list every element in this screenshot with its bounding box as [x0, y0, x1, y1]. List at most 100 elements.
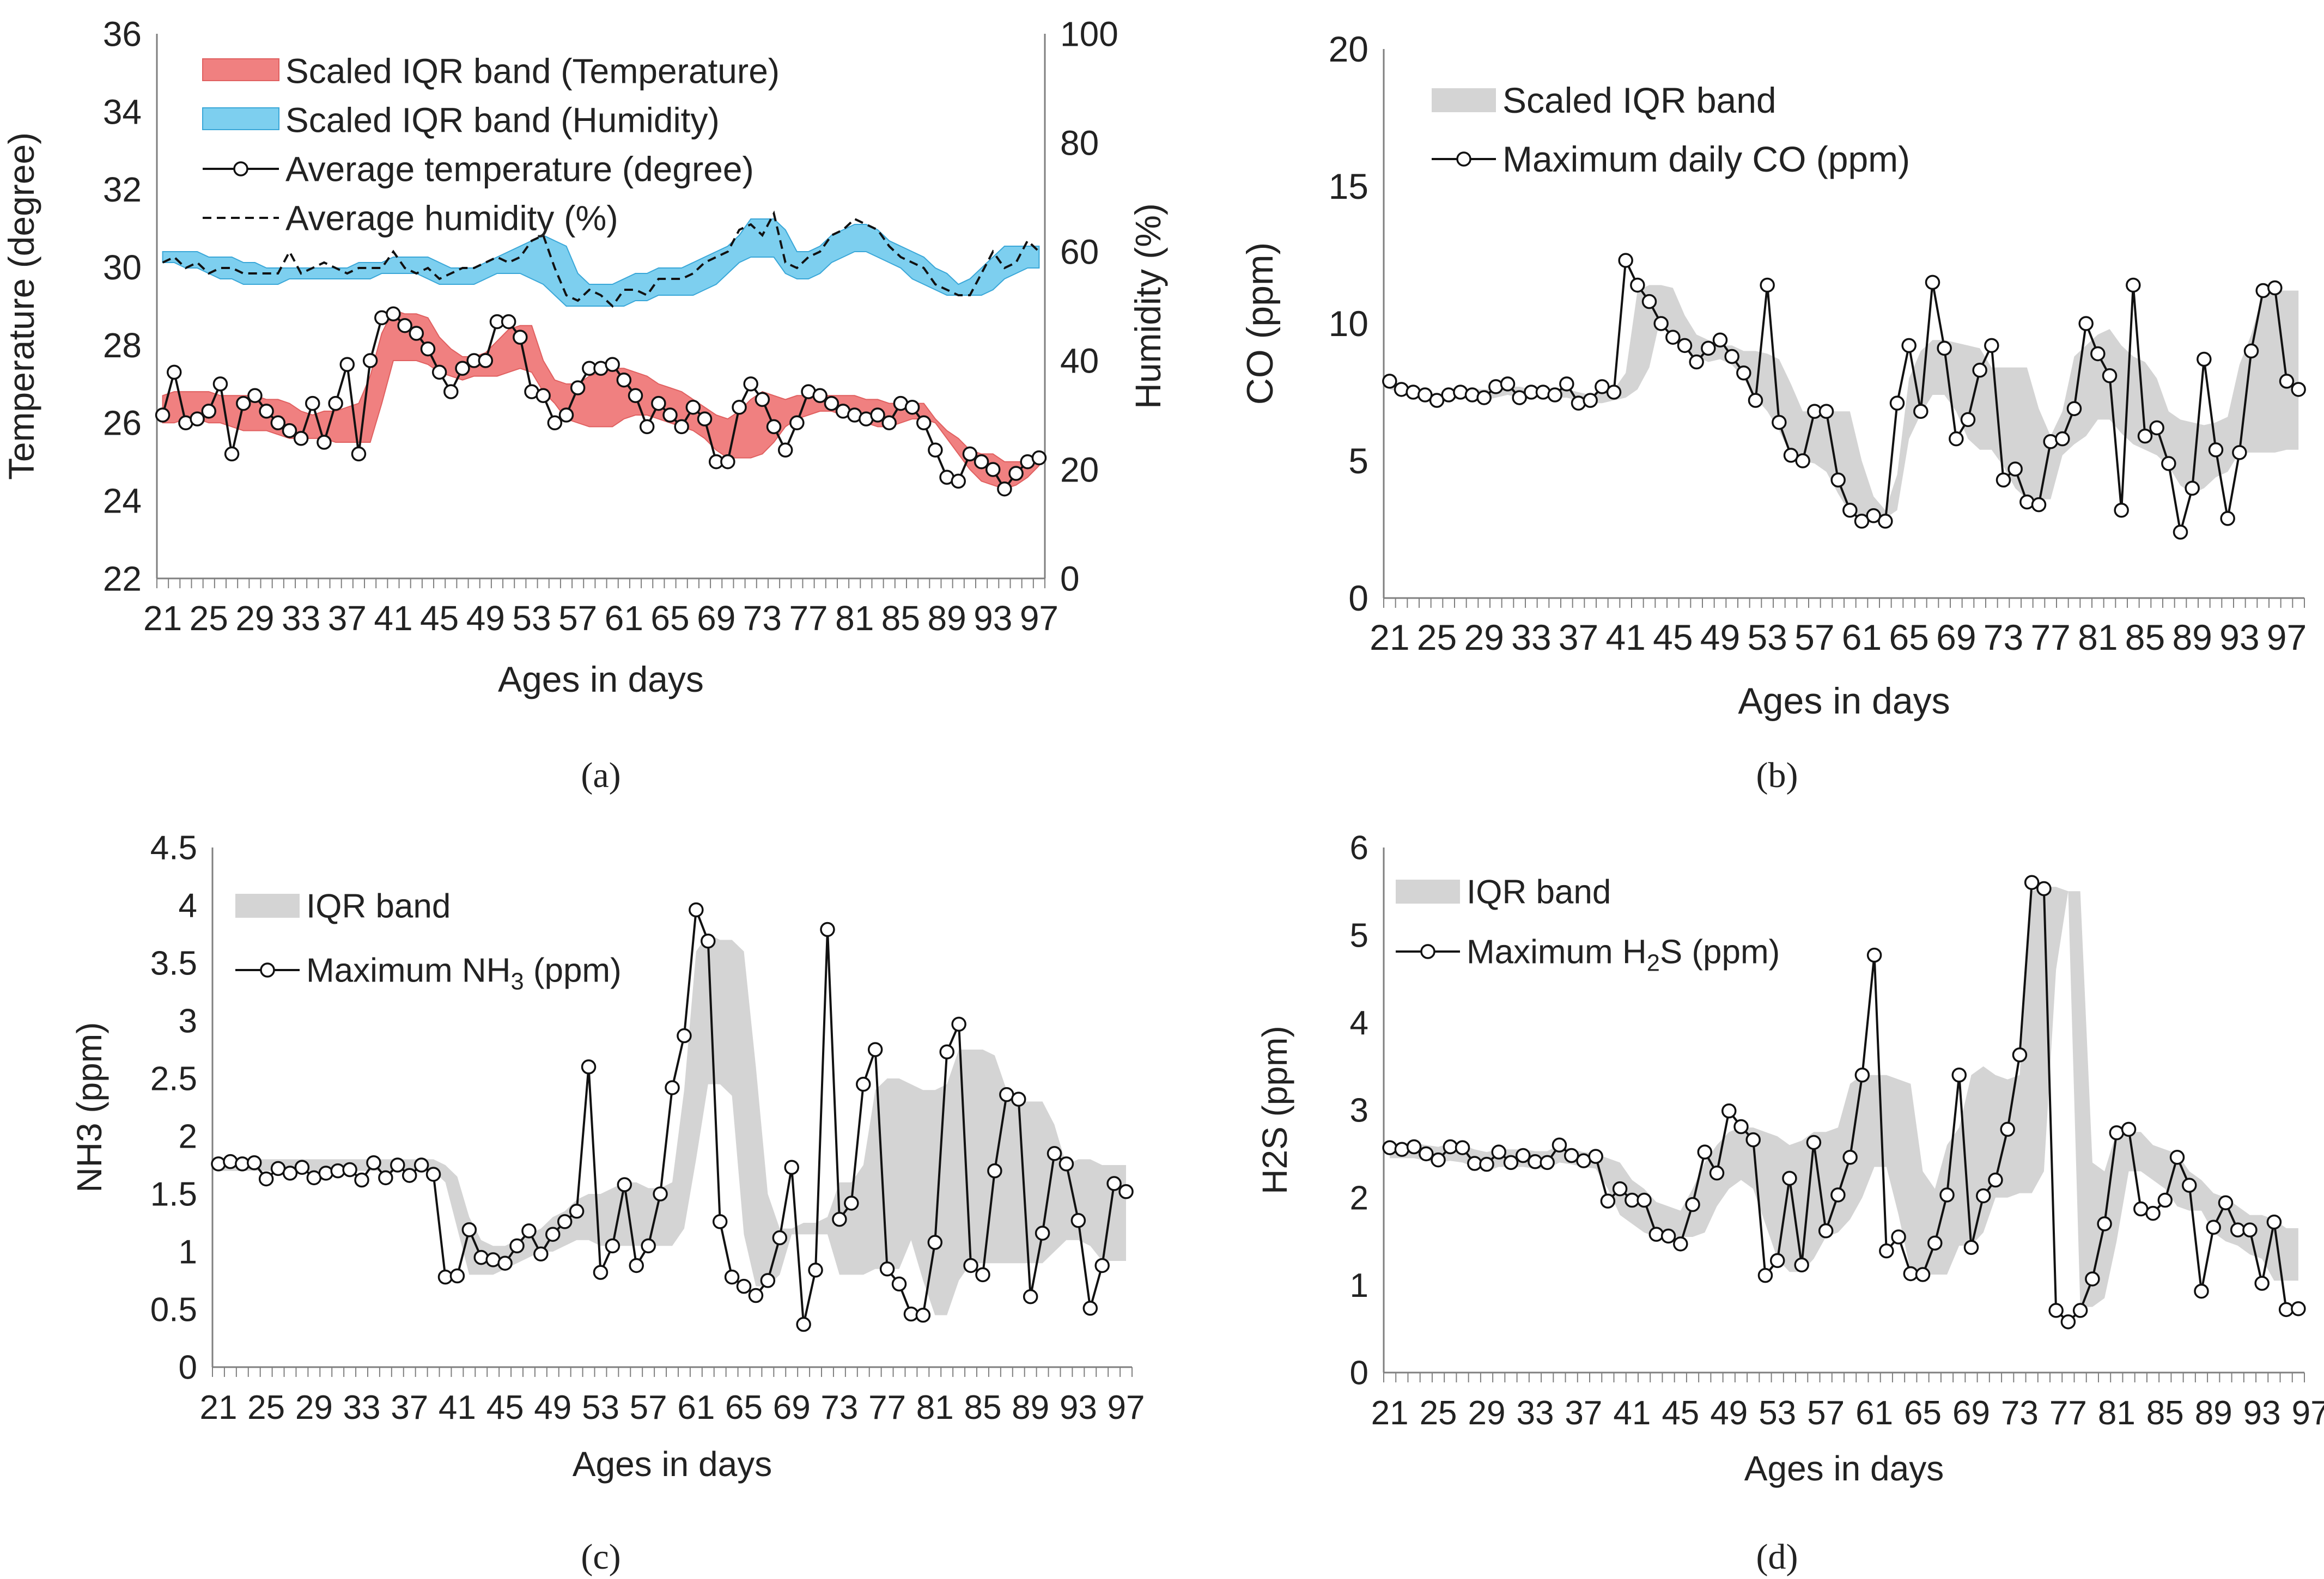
chart-panel-b: 0 5 10 15 20 21 25 29 33 37 41 45 49 53 57 61 65 69 73 77 81…	[1239, 29, 2307, 795]
temperature-point	[985, 462, 1001, 477]
maximum-point	[629, 1258, 644, 1273]
x-tick-label: 89	[2195, 1394, 2232, 1432]
iqr-band	[1389, 285, 2299, 521]
x-tick-label: 49	[466, 599, 505, 638]
legend-swatch-marker	[1456, 151, 1471, 167]
x-tick-label: 65	[725, 1389, 763, 1426]
maximum-point	[1500, 376, 1516, 392]
maximum-point	[1721, 1103, 1737, 1119]
iqr-band	[218, 934, 1126, 1315]
y-tick-label: 0	[179, 1349, 197, 1387]
maximum-point	[1984, 338, 1999, 353]
x-tick-label: 25	[190, 599, 228, 638]
maximum-point	[2197, 351, 2212, 367]
maximum-point	[2109, 1125, 2125, 1141]
maximum-point	[1612, 1181, 1628, 1197]
x-tick-label: 89	[927, 599, 966, 638]
y-tick-label: 30	[103, 248, 142, 287]
x-tick-label: 29	[295, 1389, 333, 1426]
iqr-band	[1390, 887, 2298, 1307]
x-tick-label: 81	[2098, 1394, 2136, 1432]
maximum-point	[449, 1268, 465, 1284]
maximum-point	[2291, 1301, 2306, 1316]
y-axis-title: Temperature (degree)	[1, 132, 41, 480]
maximum-point	[545, 1227, 561, 1242]
x-tick-label: 45	[1653, 617, 1693, 657]
x-tick-label: 65	[1904, 1394, 1942, 1432]
legend-label: Maximum daily CO (ppm)	[1502, 139, 1910, 179]
x-tick-label: 45	[486, 1389, 524, 1426]
maximum-point	[1960, 412, 1976, 428]
maximum-point	[1782, 1170, 1797, 1186]
maximum-point	[1748, 393, 1763, 408]
maximum-point	[1712, 332, 1728, 347]
maximum-point	[2102, 368, 2118, 383]
temperature-point	[443, 384, 459, 399]
maximum-point	[1047, 1146, 1062, 1161]
maximum-point	[1673, 1236, 1688, 1252]
maximum-point	[1901, 338, 1917, 353]
maximum-point	[1552, 1137, 1567, 1153]
x-tick-label: 61	[1855, 1394, 1893, 1432]
maximum-point	[1783, 448, 1799, 463]
maximum-point	[1094, 1258, 1110, 1273]
maximum-point	[1806, 1135, 1822, 1150]
y-tick-label: 5	[1350, 917, 1368, 954]
maximum-point	[1023, 1289, 1038, 1304]
x-axis-title: Ages in days	[1744, 1449, 1944, 1488]
humidity-iqr-band	[162, 218, 1040, 307]
maximum-point	[497, 1255, 513, 1271]
maximum-point	[401, 1168, 417, 1183]
maximum-point	[1795, 453, 1810, 468]
temperature-point	[224, 446, 240, 462]
x-tick-label: 85	[964, 1389, 1001, 1426]
maximum-point	[2232, 445, 2247, 460]
legend-swatch-band	[235, 894, 300, 918]
maximum-point	[820, 922, 835, 937]
maximum-point	[1479, 1156, 1494, 1172]
maximum-point	[1118, 1184, 1134, 1199]
maximum-point	[1830, 472, 1846, 488]
x-tick-label: 73	[2001, 1394, 2039, 1432]
maximum-point	[2114, 502, 2129, 518]
maximum-point	[1794, 1257, 1809, 1273]
y-tick-label: 1	[1350, 1267, 1368, 1304]
maximum-point	[1891, 1229, 1906, 1245]
maximum-point	[605, 1238, 620, 1254]
x-tick-label: 77	[2030, 617, 2070, 657]
maximum-point	[2012, 1047, 2028, 1063]
maximum-point	[1011, 1092, 1026, 1107]
x-tick-label: 69	[697, 599, 735, 638]
x-tick-label: 45	[1662, 1394, 1699, 1432]
legend-label: Scaled IQR band (Humidity)	[285, 100, 720, 139]
maximum-point	[1588, 1149, 1603, 1164]
x-tick-label: 33	[343, 1389, 381, 1426]
x-tick-label: 73	[743, 599, 782, 638]
maximum-point	[2066, 401, 2082, 416]
x-tick-label: 65	[1889, 617, 1928, 657]
x-tick-label: 45	[420, 599, 459, 638]
legend-label-text: Maximum H	[1467, 934, 1647, 971]
maximum-point	[2126, 277, 2141, 293]
maximum-point	[1382, 374, 1397, 389]
x-tick-label: 93	[974, 599, 1012, 638]
maximum-point	[1760, 277, 1775, 293]
maximum-point	[963, 1258, 978, 1273]
temperature-point	[755, 392, 770, 407]
maximum-point	[1660, 1228, 1676, 1244]
maximum-point	[1636, 1192, 1652, 1208]
maximum-point	[2208, 442, 2224, 458]
maximum-point	[1467, 1156, 1482, 1171]
x-tick-label: 41	[1605, 617, 1645, 657]
x-tick-label: 49	[1700, 617, 1740, 657]
y-tick-label: 2.5	[150, 1060, 197, 1098]
legend: IQR band Maximum H2S (ppm)	[1396, 874, 1780, 977]
maximum-point	[1630, 277, 1645, 293]
x-tick-label: 57	[1794, 617, 1834, 657]
x-tick-label: 41	[439, 1389, 476, 1426]
maximum-point	[2206, 1220, 2221, 1235]
maximum-point	[569, 1204, 585, 1219]
x-tick-label: 53	[1747, 617, 1787, 657]
maximum-point	[1528, 1154, 1543, 1169]
